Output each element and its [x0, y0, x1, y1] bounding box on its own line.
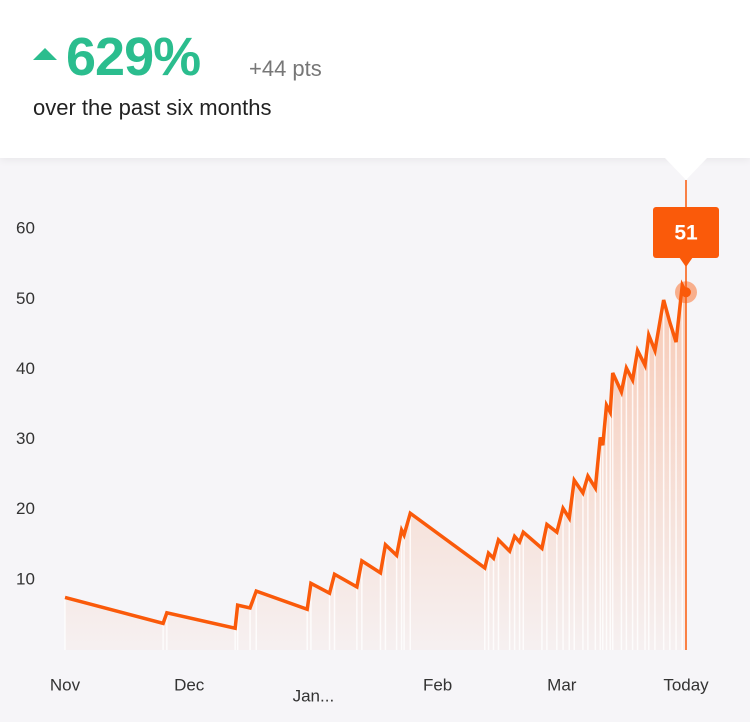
- area: [65, 285, 686, 650]
- x-tick-label: Today: [663, 675, 709, 694]
- x-tick-label: Jan...: [293, 686, 335, 705]
- header-notch: [664, 157, 708, 180]
- up-arrow: [33, 48, 57, 60]
- y-tick-label: 10: [16, 569, 35, 588]
- y-tick-label: 50: [16, 289, 35, 308]
- tooltip-box: [653, 207, 719, 258]
- change-points: +44 pts: [249, 56, 322, 81]
- line: [64, 279, 688, 631]
- x-tick-label: Feb: [423, 675, 452, 694]
- x-tick-label: Nov: [50, 675, 81, 694]
- summary-header: 629% +44 pts over the past six months: [0, 0, 750, 158]
- x-tick-label: Dec: [174, 675, 205, 694]
- y-tick-label: 60: [16, 219, 35, 238]
- x-tick-label: Mar: [547, 675, 577, 694]
- tooltip-value: 51: [674, 222, 698, 245]
- y-tick-label: 30: [16, 429, 35, 448]
- hover-point: [681, 287, 691, 298]
- y-tick-label: 20: [16, 499, 35, 518]
- change-percent: 629%: [66, 27, 201, 87]
- y-tick-label: 40: [16, 359, 35, 378]
- period-label: over the past six months: [33, 95, 272, 120]
- tooltip-pointer: [679, 257, 693, 267]
